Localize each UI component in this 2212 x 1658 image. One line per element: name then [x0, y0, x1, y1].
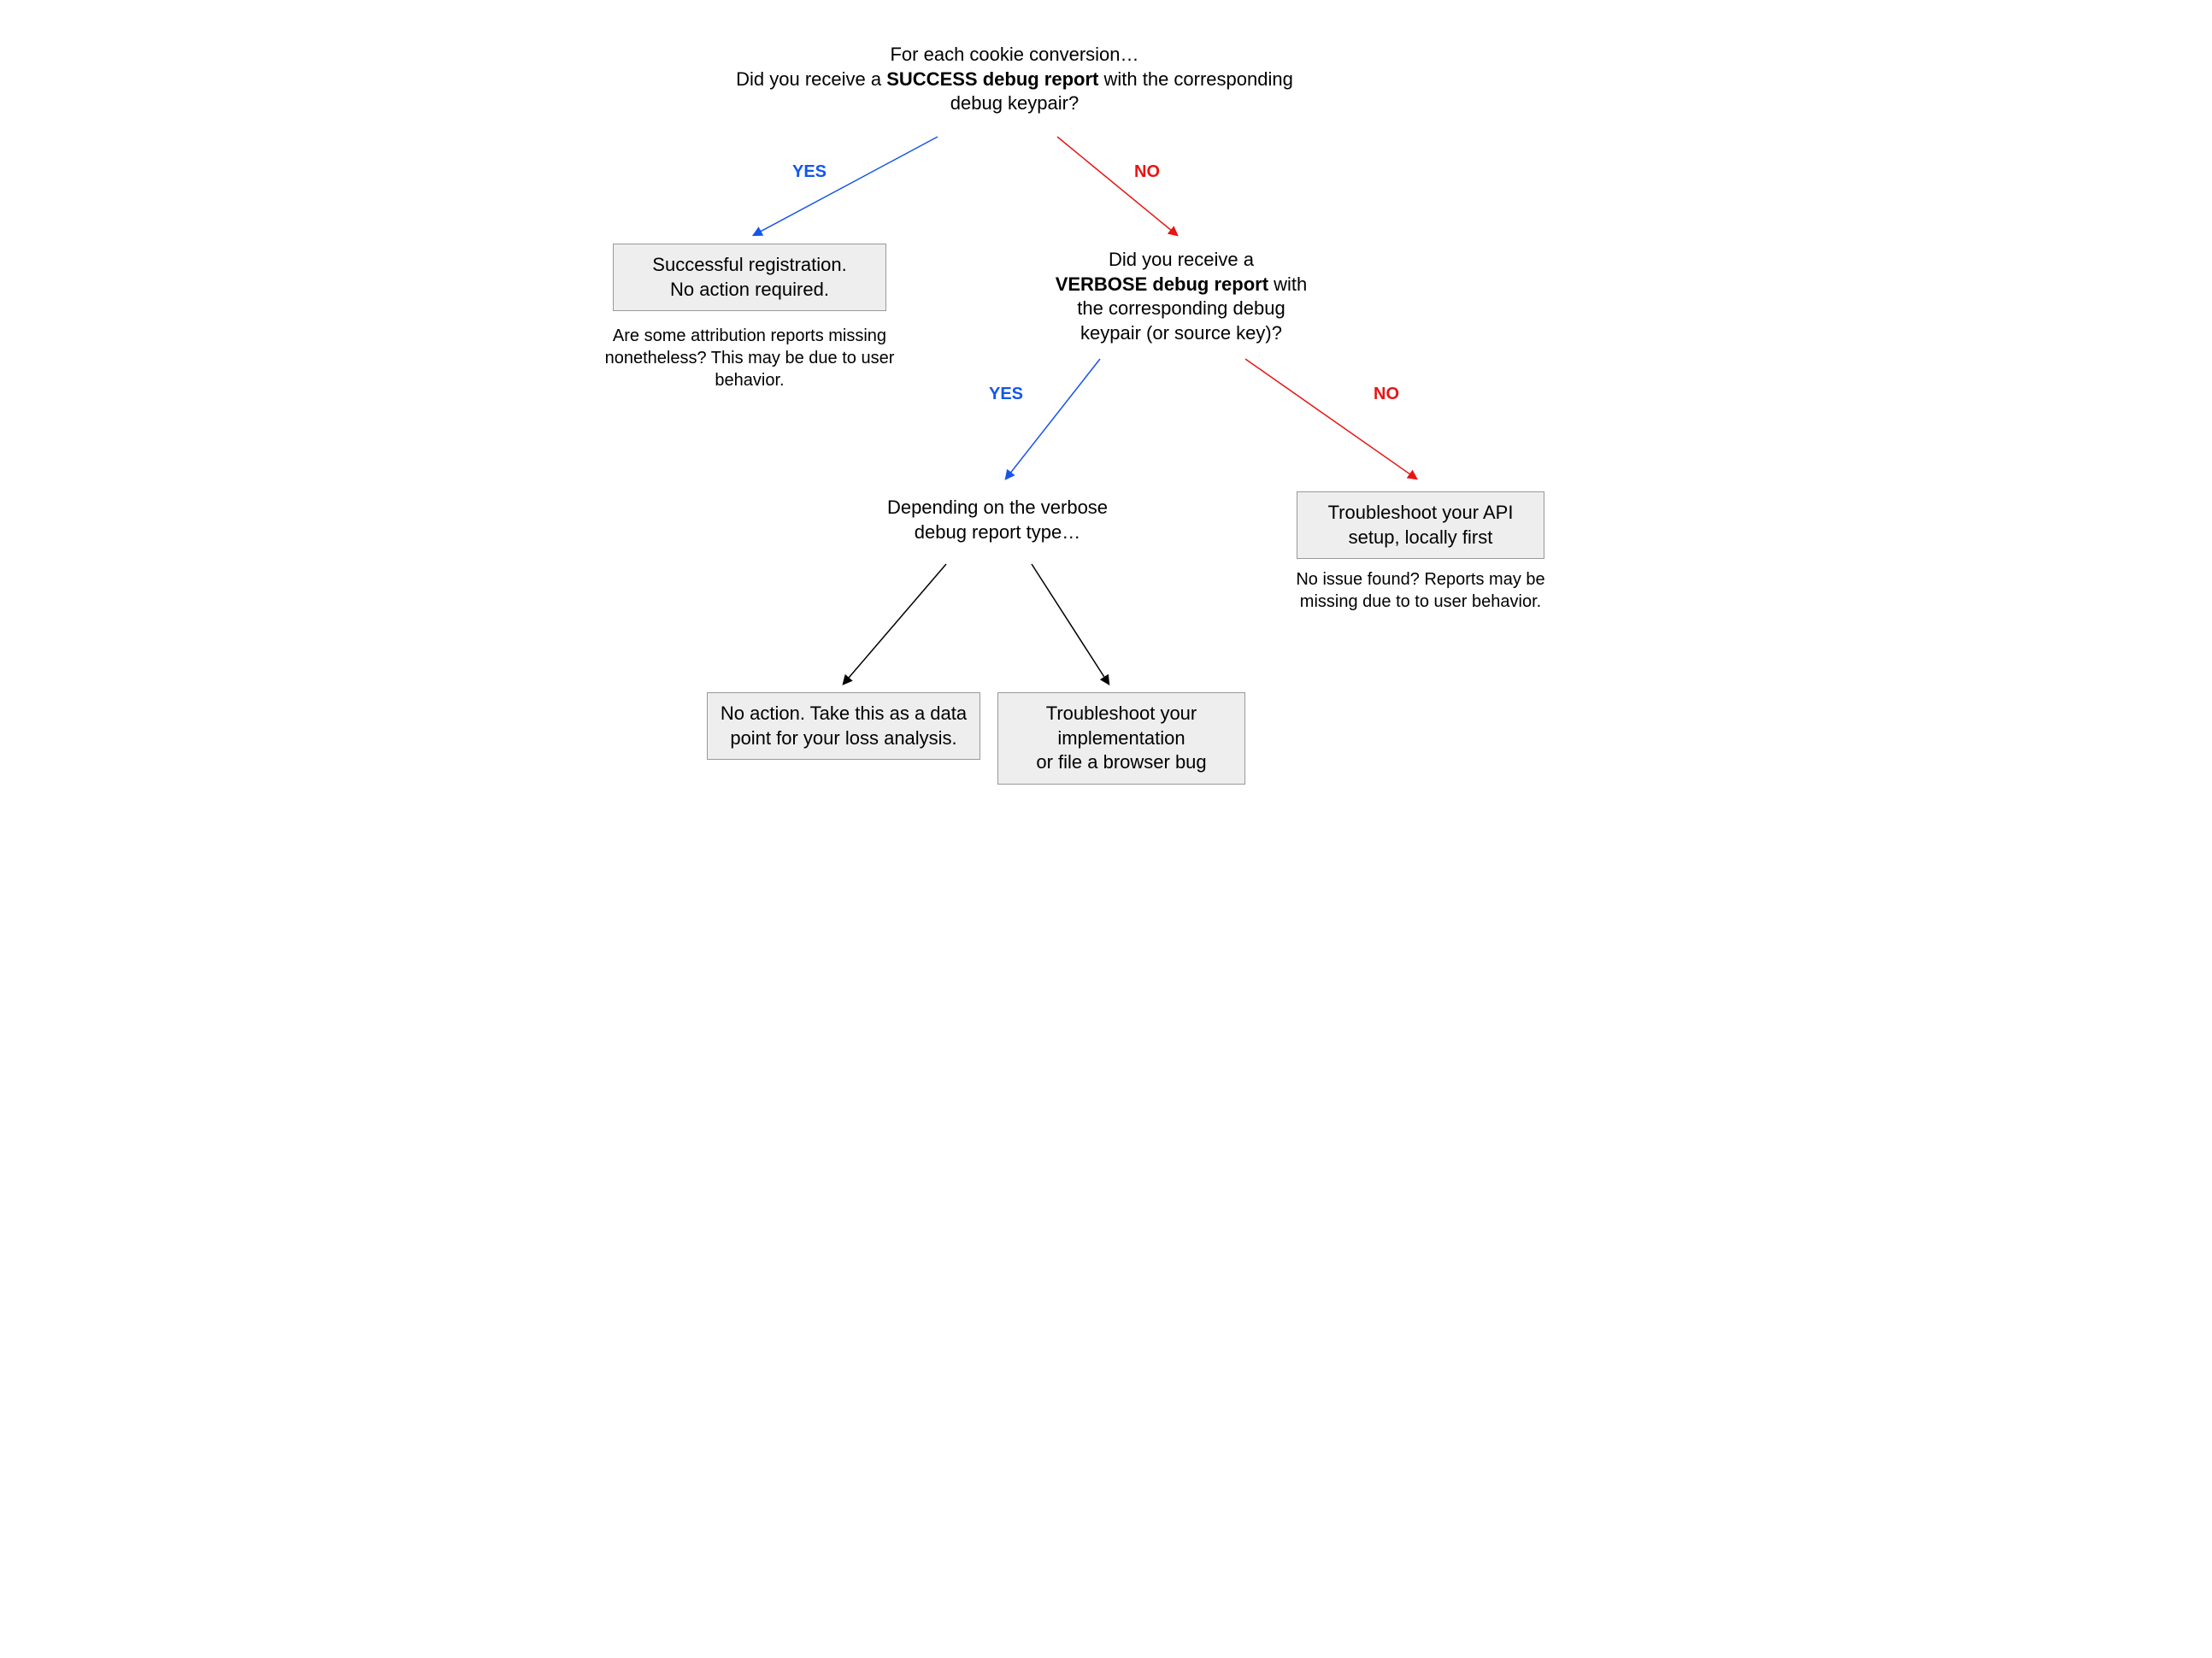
q2-line1: Did you receive a: [1109, 249, 1254, 270]
flowchart-arrow: [754, 137, 938, 235]
flowchart-arrow: [1006, 359, 1100, 479]
yes-label-2: YES: [989, 385, 1023, 404]
q1-bold: SUCCESS debug report: [886, 68, 1098, 90]
boxA-line2: No action required.: [670, 279, 829, 300]
box-no-action: No action. Take this as a data point for…: [707, 692, 980, 760]
yes-label-1: YES: [792, 162, 827, 182]
mid-line1: Depending on the verbose: [887, 497, 1108, 518]
flowchart-canvas: For each cookie conversion… Did you rece…: [553, 0, 1659, 829]
header-line1: For each cookie conversion…: [890, 44, 1138, 65]
mid-text: Depending on the verbose debug report ty…: [861, 496, 1134, 544]
box-troubleshoot-impl: Troubleshoot your implementation or file…: [997, 692, 1245, 785]
note-a: Are some attribution reports missing non…: [604, 325, 895, 391]
boxD-line3: or file a browser bug: [1036, 751, 1206, 773]
note-b: No issue found? Reports may be missing d…: [1271, 568, 1570, 613]
q2-line4: keypair (or source key)?: [1080, 322, 1282, 344]
boxD-line2: implementation: [1057, 727, 1185, 749]
no-label-2: NO: [1374, 385, 1399, 404]
header-text: For each cookie conversion… Did you rece…: [715, 43, 1314, 116]
boxD-line1: Troubleshoot your: [1046, 703, 1197, 724]
flowchart-arrow: [1057, 137, 1177, 235]
q2-line3: the corresponding debug: [1077, 297, 1285, 319]
q2-bold: VERBOSE debug report: [1056, 273, 1268, 295]
flowchart-arrow: [844, 564, 946, 684]
q1-prefix: Did you receive a: [736, 68, 886, 90]
q2-text: Did you receive a VERBOSE debug report w…: [1027, 248, 1335, 345]
mid-line2: debug report type…: [915, 521, 1080, 543]
q2-line2a: with: [1268, 273, 1307, 295]
no-label-1: NO: [1134, 162, 1160, 182]
flowchart-arrow: [1245, 359, 1416, 479]
box-troubleshoot-api: Troubleshoot your API setup, locally fir…: [1297, 491, 1544, 559]
box-successful-registration: Successful registration. No action requi…: [613, 244, 886, 311]
boxA-line1: Successful registration.: [652, 254, 846, 275]
flowchart-arrow: [1032, 564, 1109, 684]
